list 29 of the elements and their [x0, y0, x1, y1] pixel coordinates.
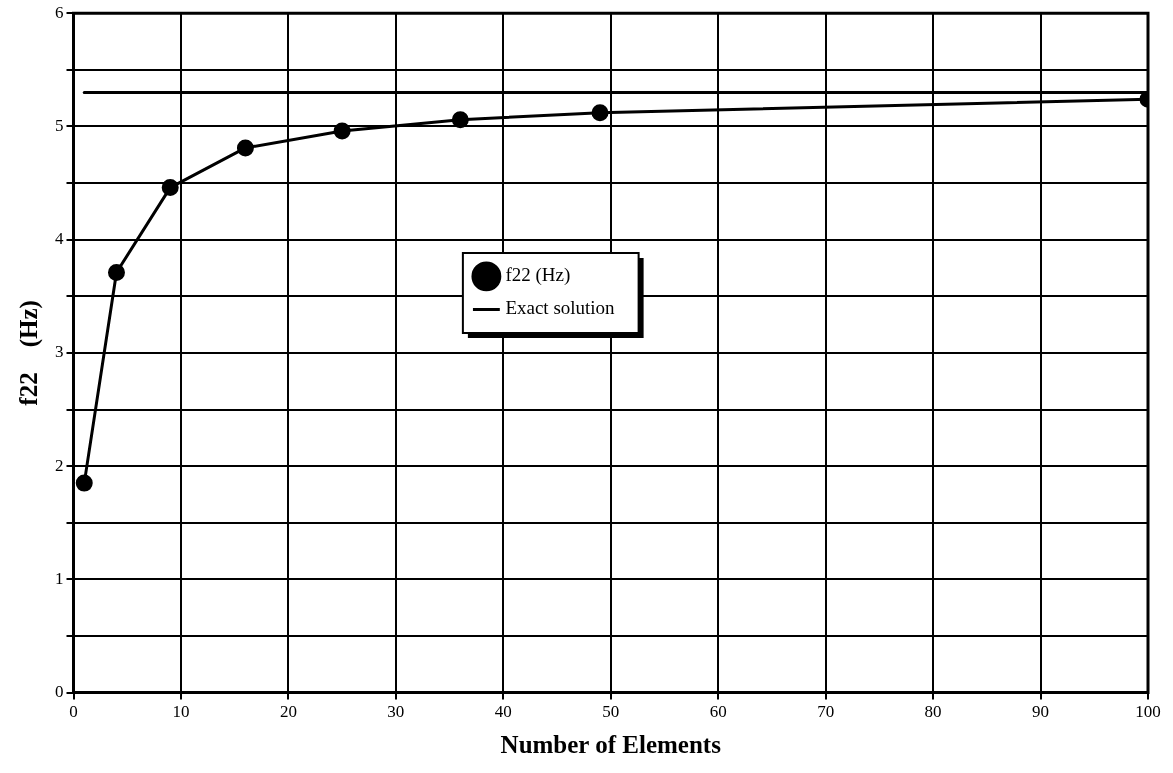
point [75, 474, 93, 492]
y-tick-label: 3 [55, 342, 64, 362]
x-tick-label: 80 [924, 702, 942, 722]
x-tick-label: 60 [709, 702, 727, 722]
y-tick-label: 2 [55, 455, 64, 475]
y-axis-title: f22 (Hz) [15, 300, 44, 406]
y-tick-label: 5 [55, 115, 64, 135]
x-tick-label: 100 [1135, 702, 1161, 722]
legend-label: f22 (Hz) [505, 264, 571, 287]
point [236, 139, 254, 157]
y-tick-label: 4 [55, 229, 64, 249]
point [333, 122, 351, 140]
legend-label: Exact solution [505, 297, 616, 319]
x-tick-label: 70 [817, 702, 835, 722]
y-tick-label: 1 [55, 568, 64, 588]
x-tick-label: 90 [1032, 702, 1050, 722]
x-tick-label: 40 [494, 702, 512, 722]
point [451, 111, 469, 129]
point [107, 264, 125, 281]
x-tick-label: 20 [279, 702, 297, 722]
x-tick-label: 30 [387, 702, 405, 722]
point [591, 104, 609, 122]
x-tick-label: 10 [172, 702, 190, 722]
y-tick-label: 6 [55, 2, 64, 22]
x-tick-label: 50 [602, 702, 620, 722]
x-tick-label: 0 [69, 702, 78, 722]
y-tick-label: 0 [55, 682, 64, 702]
x-axis-title: Number of Elements [500, 731, 722, 759]
point [161, 179, 179, 197]
